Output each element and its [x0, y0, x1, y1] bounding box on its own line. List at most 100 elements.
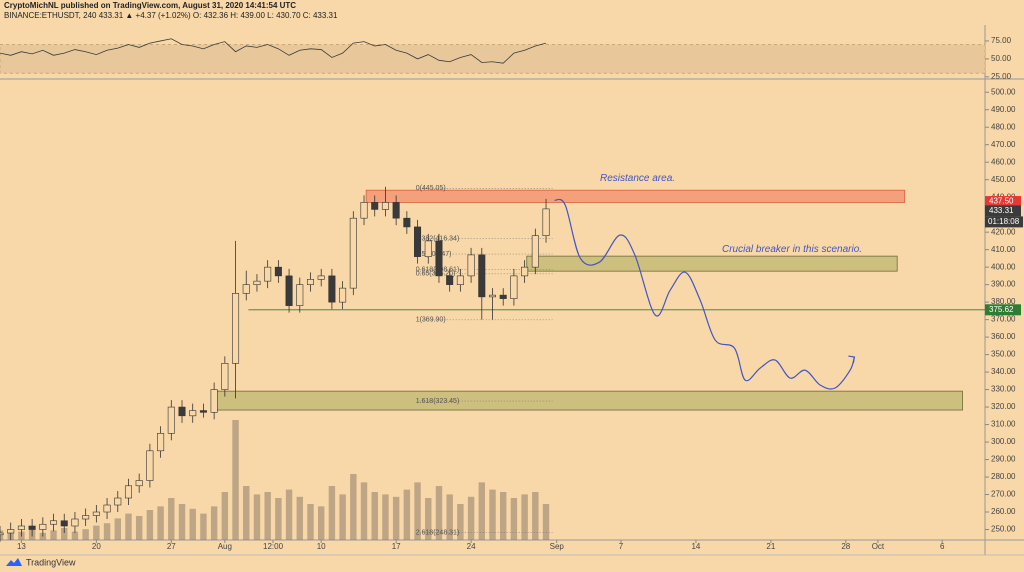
volume-bar [339, 494, 346, 540]
rsi-tick-label: 25.00 [991, 72, 1012, 81]
candle-body [189, 410, 197, 417]
candle-body [0, 532, 4, 536]
volume-bar [71, 531, 79, 540]
volume-bar [521, 494, 528, 540]
volume-bar [425, 498, 432, 540]
volume-bar [264, 492, 271, 540]
volume-bar [328, 486, 336, 540]
volume-bar [157, 506, 164, 540]
x-tick-label: 17 [392, 542, 401, 551]
volume-bar [532, 492, 539, 540]
candle-body [521, 266, 529, 277]
x-tick-label: Sep [550, 542, 565, 551]
candle-body [478, 254, 486, 298]
volume-bar [317, 506, 325, 540]
y-tick-label: 490.00 [991, 105, 1016, 114]
volume-bar [285, 489, 293, 540]
footer-brand: TradingView [26, 557, 76, 567]
candle-body [146, 450, 154, 481]
volume-bar [200, 513, 207, 540]
volume-bar [210, 506, 218, 540]
y-tick-label: 260.00 [991, 507, 1016, 516]
candle-body [7, 529, 15, 534]
fib-label: 2.618(248.31) [416, 529, 460, 536]
zone [212, 390, 963, 411]
volume-bar [275, 498, 282, 540]
x-tick-label: Oct [872, 542, 885, 551]
fib-label: 1.618(323.45) [416, 398, 460, 405]
rsi-band [0, 44, 986, 74]
volume-bar [371, 492, 378, 540]
x-tick-label: 6 [940, 542, 945, 551]
candle-body [317, 275, 325, 280]
candle-body [17, 525, 25, 530]
candle-body [424, 240, 432, 257]
volume-bar [510, 498, 518, 540]
countdown: 01:18:08 [988, 217, 1020, 226]
candle-body [82, 515, 90, 520]
volume-bar [296, 496, 303, 540]
price-tag-label: 433.31 [989, 206, 1014, 215]
x-tick-label: 10 [317, 542, 326, 551]
candle-body [114, 497, 122, 506]
volume-bar [82, 529, 89, 540]
candle-body [167, 406, 175, 434]
x-tick-label: 13 [17, 542, 26, 551]
x-tick-label: 7 [619, 542, 624, 551]
volume-bar [0, 530, 4, 540]
y-tick-label: 280.00 [991, 472, 1016, 481]
volume-bar [232, 420, 239, 540]
candle-body [285, 275, 293, 306]
volume-bar [61, 528, 68, 540]
volume-bar [414, 482, 421, 540]
candle-body [274, 266, 282, 277]
x-tick-label: 12:00 [263, 542, 284, 551]
header-symbol: BINANCE:ETHUSDT, 240 433.31 ▲ +4.37 (+1.… [4, 11, 338, 20]
candle-body [542, 208, 550, 236]
candle-body [178, 406, 186, 417]
volume-bar [350, 474, 357, 540]
volume-bar [168, 498, 175, 540]
volume-bar [360, 482, 368, 540]
volume-bar [178, 504, 186, 540]
x-tick-label: 28 [841, 542, 850, 551]
y-tick-label: 250.00 [991, 525, 1016, 534]
projection-path [554, 198, 855, 390]
volume-bar [114, 518, 121, 540]
logo [6, 558, 22, 566]
y-tick-label: 410.00 [991, 245, 1016, 254]
volume-bar [499, 492, 507, 540]
price-tag-label: 375.62 [989, 305, 1014, 314]
y-tick-label: 350.00 [991, 350, 1016, 359]
price-tag [985, 304, 1021, 316]
volume-bar [243, 486, 250, 540]
volume-bar [93, 525, 100, 540]
candle-body [488, 294, 497, 298]
y-tick-label: 320.00 [991, 402, 1016, 411]
volume-bar [221, 492, 229, 540]
price-tag [985, 205, 1021, 217]
volume-bar [467, 496, 475, 540]
candle-body [39, 523, 47, 530]
candle-body [199, 410, 207, 413]
candle-body [510, 275, 518, 299]
x-tick-label: 24 [467, 542, 476, 551]
candle-body [403, 217, 411, 228]
volume-bar [435, 486, 443, 540]
candle-body [71, 518, 79, 527]
x-tick-label: 20 [92, 542, 101, 551]
volume-bar [382, 494, 389, 540]
y-tick-label: 500.00 [991, 87, 1016, 96]
candle-body [435, 240, 443, 277]
fib-label: 0.5(407.47) [416, 251, 452, 258]
candle-body [296, 284, 304, 306]
candle-body [467, 254, 475, 277]
volume-bar [125, 513, 132, 540]
y-tick-label: 370.00 [991, 315, 1016, 324]
zone-label: Crucial breaker in this scenario. [722, 244, 862, 255]
zone-label: Resistance area. [600, 173, 675, 184]
candle-body [232, 293, 240, 364]
candle-body [28, 525, 36, 530]
candle-body [124, 485, 132, 499]
